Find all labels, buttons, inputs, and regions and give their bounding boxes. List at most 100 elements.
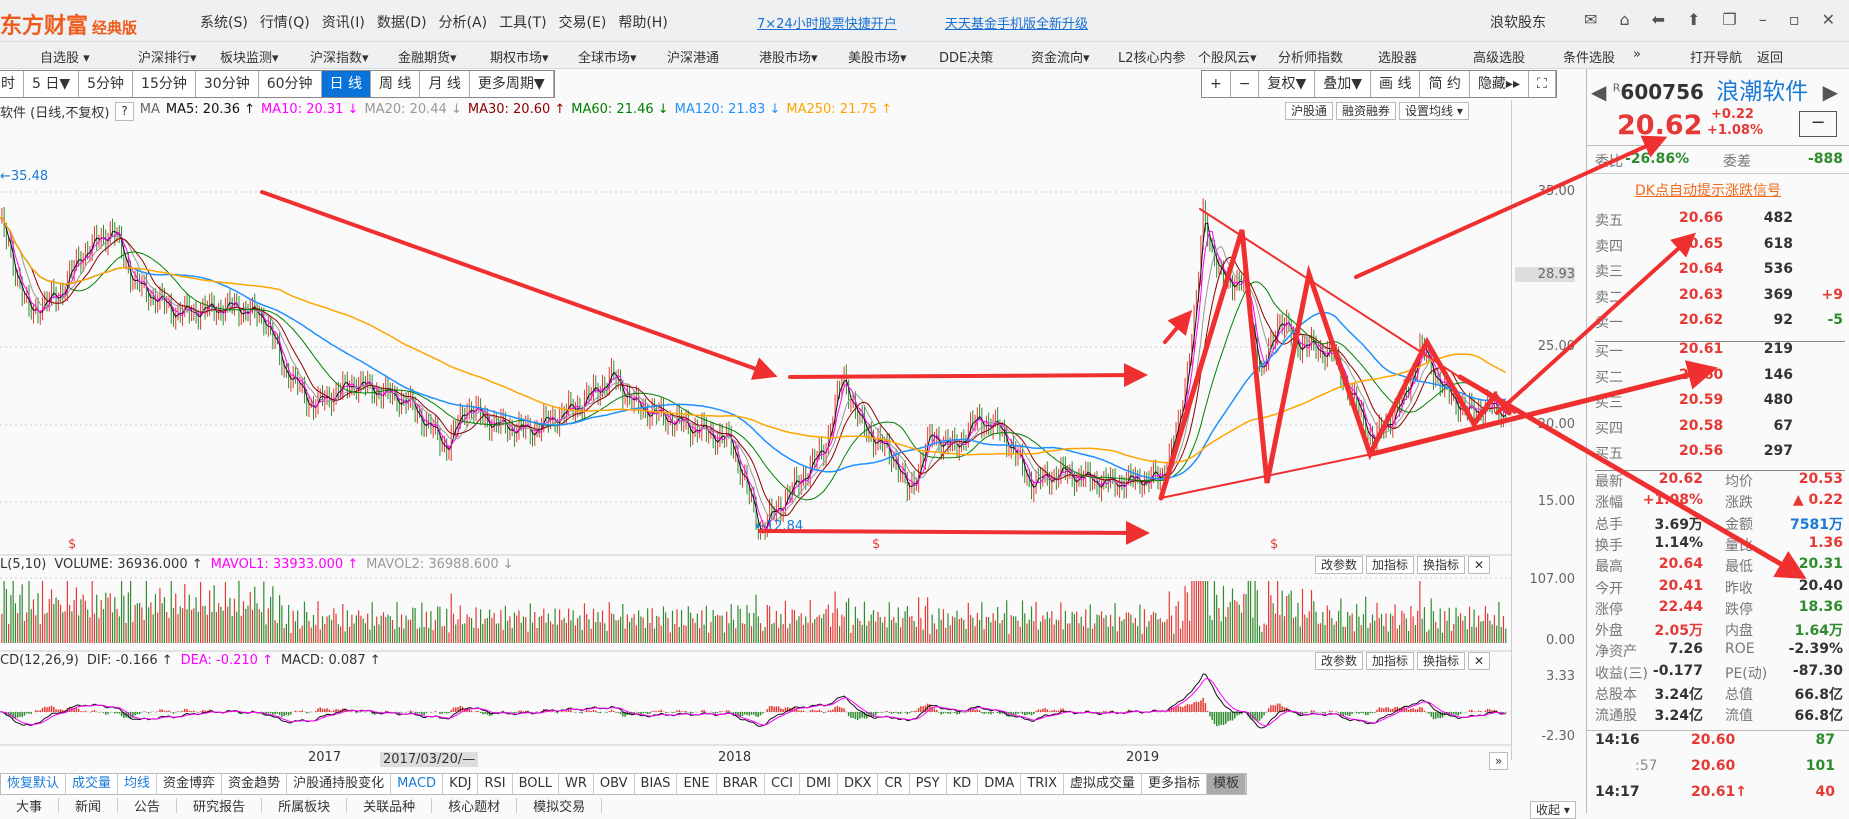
indicator-tab[interactable]: 恢复默认 — [1, 774, 67, 794]
info-tab[interactable]: 研究报告 — [177, 798, 263, 813]
nav-item[interactable]: 分析师指数 — [1278, 51, 1344, 66]
period-button[interactable]: 时 — [0, 71, 24, 97]
period-button[interactable]: 15分钟 — [133, 71, 196, 97]
indicator-tab[interactable]: KDJ — [443, 774, 479, 794]
pane-button[interactable]: 改参数 — [1315, 652, 1364, 670]
maximize-icon[interactable]: ▫ — [1788, 10, 1800, 29]
pane-button[interactable]: 换指标 — [1417, 652, 1466, 670]
chart-tool-button[interactable]: − — [1231, 71, 1260, 97]
minimize-panel-button[interactable]: − — [1799, 111, 1837, 137]
indicator-tab[interactable]: DMI — [800, 774, 839, 794]
pane-button[interactable]: ✕ — [1468, 652, 1491, 670]
nav-item[interactable]: 金融期货▾ — [398, 51, 457, 66]
period-button[interactable]: 更多周期▼ — [470, 71, 554, 97]
nav-item[interactable]: 个股风云▾ — [1198, 51, 1257, 66]
indicator-tab[interactable]: BRAR — [717, 774, 765, 794]
indicator-tab[interactable]: 更多指标 — [1142, 774, 1208, 794]
nav-item[interactable]: 沪深港通 — [667, 51, 720, 66]
indicator-tab[interactable]: CCI — [765, 774, 800, 794]
chart-tool-button[interactable]: 简 约 — [1420, 71, 1470, 97]
period-button[interactable]: 周 线 — [371, 71, 421, 97]
pane-button[interactable]: 换指标 — [1417, 556, 1466, 574]
next-stock-icon[interactable]: ▶ — [1822, 80, 1839, 104]
pane-button[interactable]: 加指标 — [1366, 556, 1415, 574]
nav-item[interactable]: 期权市场▾ — [490, 51, 549, 66]
indicator-tab[interactable]: 沪股通持股变化 — [287, 774, 392, 794]
menu-item[interactable]: 数据(D) — [376, 15, 427, 31]
info-tab[interactable]: 核心题材 — [432, 798, 518, 813]
up-icon[interactable]: ⬆ — [1687, 10, 1701, 29]
period-button[interactable]: 60分钟 — [259, 71, 322, 97]
back-icon[interactable]: ⬅ — [1651, 10, 1665, 29]
user-name[interactable]: 浪软股东 — [1490, 15, 1546, 31]
info-tab[interactable]: 大事 — [0, 798, 60, 813]
dk-signal-link[interactable]: DK点自动提示涨跌信号 — [1635, 183, 1781, 199]
nav-item[interactable]: 美股市场▾ — [848, 51, 907, 66]
ma-toolbar-button[interactable]: 沪股通 — [1285, 102, 1334, 120]
minimize-icon[interactable]: – — [1758, 10, 1767, 29]
nav-item[interactable]: 沪深指数▾ — [310, 51, 369, 66]
indicator-tab[interactable]: DMA — [978, 774, 1022, 794]
ma-toolbar-button[interactable]: 设置均线 ▾ — [1399, 102, 1469, 120]
indicator-tab[interactable]: PSY — [910, 774, 947, 794]
indicator-tab[interactable]: OBV — [594, 774, 635, 794]
chart-tool-button[interactable]: ⛶ — [1529, 71, 1556, 97]
nav-item[interactable]: 条件选股 — [1563, 51, 1616, 66]
nav-item[interactable]: L2核心内参 — [1118, 51, 1186, 66]
nav-item[interactable]: 高级选股 — [1473, 51, 1526, 66]
collapse-button[interactable]: 收起 ▾ — [1530, 801, 1576, 819]
restore-icon[interactable]: ❐ — [1722, 10, 1737, 29]
indicator-tab[interactable]: CR — [878, 774, 910, 794]
kline-chart[interactable]: ←35.48 ←12.84 $ $ $ — [0, 100, 1511, 760]
info-tab[interactable]: 关联品种 — [347, 798, 433, 813]
nav-item[interactable]: 港股市场▾ — [759, 51, 818, 66]
indicator-tab[interactable]: DKX — [838, 774, 879, 794]
indicator-tab[interactable]: 虚拟成交量 — [1064, 774, 1143, 794]
menu-item[interactable]: 行情(Q) — [259, 15, 310, 31]
chart-tool-button[interactable]: 叠加▼ — [1315, 71, 1372, 97]
chart-tool-button[interactable]: 隐藏▸▸ — [1470, 71, 1529, 97]
nav-item[interactable]: 返回 — [1757, 51, 1784, 66]
indicator-tab[interactable]: TRIX — [1021, 774, 1065, 794]
promo-link-account[interactable]: 7×24小时股票快捷开户 — [757, 17, 897, 32]
nav-item[interactable]: 全球市场▾ — [578, 51, 637, 66]
indicator-tab[interactable]: BOLL — [513, 774, 559, 794]
indicator-tab[interactable]: 模板 — [1207, 774, 1247, 794]
indicator-tab[interactable]: 资金博弈 — [157, 774, 223, 794]
help-button[interactable]: ? — [115, 102, 134, 121]
menu-item[interactable]: 系统(S) — [200, 15, 248, 31]
nav-item[interactable]: 选股器 — [1378, 51, 1418, 66]
pane-button[interactable]: ✕ — [1468, 556, 1491, 574]
period-button[interactable]: 月 线 — [420, 71, 470, 97]
indicator-tab[interactable]: BIAS — [635, 774, 678, 794]
menu-item[interactable]: 分析(A) — [438, 15, 488, 31]
indicator-tab[interactable]: KD — [947, 774, 979, 794]
chart-tool-button[interactable]: 复权▼ — [1259, 71, 1316, 97]
chart-tool-button[interactable]: 画 线 — [1371, 71, 1421, 97]
menu-item[interactable]: 交易(E) — [558, 15, 607, 31]
info-tab[interactable]: 公告 — [118, 798, 178, 813]
nav-item[interactable]: DDE决策 — [939, 51, 994, 66]
chart-tool-button[interactable]: + — [1202, 71, 1231, 97]
indicator-tab[interactable]: RSI — [478, 774, 513, 794]
home-icon[interactable]: ⌂ — [1619, 10, 1630, 29]
promo-link-fund[interactable]: 天天基金手机版全新升级 — [945, 17, 1089, 32]
prev-stock-icon[interactable]: ◀ — [1591, 80, 1607, 104]
indicator-tab[interactable]: 资金趋势 — [222, 774, 288, 794]
mail-icon[interactable]: ✉ — [1584, 10, 1598, 29]
nav-item[interactable]: » — [1633, 47, 1641, 62]
nav-item[interactable]: 沪深排行▾ — [138, 51, 197, 66]
period-button[interactable]: 5 日▼ — [24, 71, 80, 97]
menu-item[interactable]: 工具(T) — [499, 15, 547, 31]
period-button[interactable]: 日 线 — [321, 71, 371, 97]
info-tab[interactable]: 模拟交易 — [517, 798, 603, 813]
pane-button[interactable]: 改参数 — [1315, 556, 1364, 574]
close-icon[interactable]: ✕ — [1821, 10, 1835, 29]
indicator-tab[interactable]: WR — [559, 774, 594, 794]
period-button[interactable]: 30分钟 — [196, 71, 259, 97]
expand-button[interactable]: » — [1489, 752, 1509, 770]
pane-button[interactable]: 加指标 — [1366, 652, 1415, 670]
indicator-tab[interactable]: ENE — [677, 774, 717, 794]
nav-item[interactable]: 资金流向▾ — [1031, 51, 1090, 66]
indicator-tab[interactable]: 均线 — [118, 774, 158, 794]
